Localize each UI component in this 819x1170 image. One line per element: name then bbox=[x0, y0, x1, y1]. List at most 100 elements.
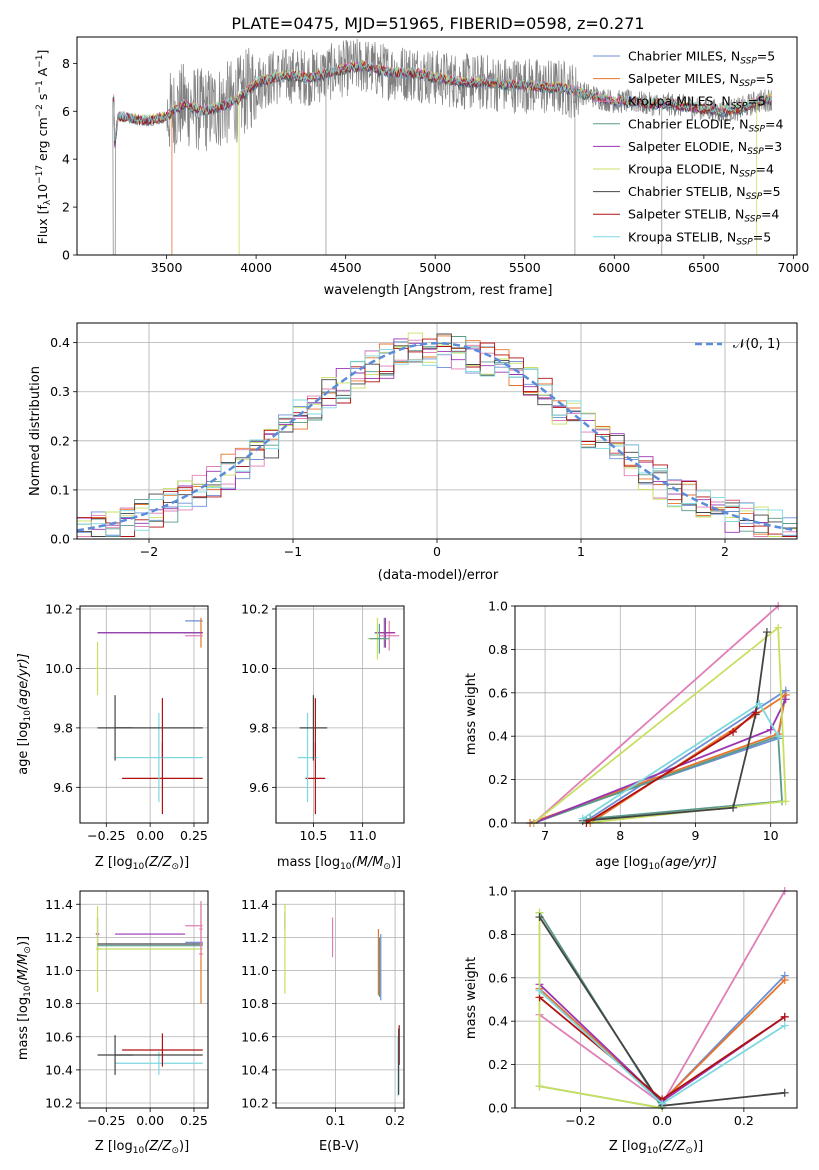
mwage-ytick-label: 0.2 bbox=[488, 772, 508, 787]
residuals-ytick-label: 0.3 bbox=[50, 384, 70, 399]
residuals-xtick-label: −2 bbox=[140, 544, 158, 559]
agez-ytick-label: 10.2 bbox=[45, 601, 73, 616]
massweight-vs-z-xlabel: Z [log10(Z/Z⊙)] bbox=[609, 1139, 703, 1156]
mass-vs-z-ylabel: mass [log10(M/M⊙)] bbox=[16, 936, 33, 1060]
spectrum-ytick-label: 2 bbox=[62, 200, 70, 215]
agemass-xtick-label: 11.0 bbox=[349, 828, 377, 843]
mwage-xtick-label: 8 bbox=[616, 828, 624, 843]
legend-label-salpeter_stelib: Salpeter STELIB, NSSP=4 bbox=[628, 207, 779, 225]
mwz-marker-chabrier_stelib bbox=[780, 1088, 789, 1097]
spectrum-ylabel: Flux [fλ10−17 erg cm−2 s−1 A−1] bbox=[35, 50, 53, 245]
mwage-line-kroupa_elodie bbox=[533, 625, 787, 824]
massz-ytick-label: 10.6 bbox=[45, 1029, 73, 1044]
massebv-frame bbox=[275, 890, 405, 1109]
massebv-xtick-label: 0.2 bbox=[385, 1113, 405, 1128]
agemass-ytick-label: 10.0 bbox=[241, 661, 269, 676]
mwz-ytick-label: 1.0 bbox=[488, 884, 508, 899]
mwage-xtick-label: 10 bbox=[763, 828, 779, 843]
age-vs-z-panel: −0.25 0.00 0.25 9.6 9.8 10.0 10.2 bbox=[45, 601, 209, 843]
agez-xtick-label: −0.25 bbox=[87, 828, 125, 843]
mwage-marker-salpeter_stelib bbox=[729, 727, 738, 736]
legend-label-kroupa_miles: Kroupa MILES, NSSP=5 bbox=[628, 94, 766, 112]
agez-xtick-label: 0.00 bbox=[136, 828, 164, 843]
mwz-marker-kroupa_stelib bbox=[535, 986, 544, 995]
massebv-ytick-label: 10.6 bbox=[241, 1029, 269, 1044]
mwage-ytick-label: 0.8 bbox=[488, 642, 508, 657]
massz-ytick-label: 10.4 bbox=[45, 1062, 73, 1077]
spectrum-xtick-label: 4500 bbox=[330, 260, 362, 275]
massz-frame bbox=[79, 890, 209, 1109]
mwz-marker-kroupa_elodie bbox=[535, 1082, 544, 1091]
mwage-ytick-label: 0.0 bbox=[488, 816, 508, 831]
mwage-frame bbox=[514, 605, 798, 824]
mwage-marker-kroupa_stelib bbox=[774, 732, 783, 741]
agez-xtick-label: 0.25 bbox=[180, 828, 208, 843]
residuals-xtick-label: 1 bbox=[577, 544, 585, 559]
agez-ytick-label: 10.0 bbox=[45, 661, 73, 676]
mwage-marker-salpeter_elodie bbox=[781, 695, 790, 704]
residuals-ytick-label: 0.0 bbox=[50, 532, 70, 547]
residuals-ytick-label: 0.2 bbox=[50, 433, 70, 448]
mwz-ytick-label: 0.6 bbox=[488, 970, 508, 985]
spectrum-xtick-label: 6000 bbox=[598, 260, 630, 275]
residual-histogram-kroupa_stelib bbox=[77, 348, 797, 537]
massweight-vs-age-xlabel: age [log10(age/yr)] bbox=[595, 855, 717, 872]
massz-ytick-label: 10.2 bbox=[45, 1096, 73, 1111]
spectrum-legend: Chabrier MILES, NSSP=5 Salpeter MILES, NS… bbox=[593, 49, 783, 247]
massz-xtick-label: 0.00 bbox=[136, 1113, 164, 1128]
legend-label-chabrier_elodie: Chabrier ELODIE, NSSP=4 bbox=[628, 116, 783, 134]
mwage-marker-kroupa_stelib bbox=[578, 814, 587, 823]
mwz-marker-kroupa_stelib bbox=[780, 1021, 789, 1030]
spectrum-xtick-label: 4000 bbox=[240, 260, 272, 275]
agemass-frame bbox=[275, 605, 405, 824]
mwage-xtick-label: 9 bbox=[692, 828, 700, 843]
residuals-ylabel: Normed distribution bbox=[28, 366, 43, 496]
residuals-ytick-label: 0.4 bbox=[50, 335, 70, 350]
massz-ytick-label: 10.8 bbox=[45, 996, 73, 1011]
legend-label-kroupa_elodie: Kroupa ELODIE, NSSP=4 bbox=[628, 162, 774, 180]
massebv-xtick-label: 0.1 bbox=[326, 1113, 346, 1128]
mwage-line-kroupa_miles bbox=[533, 605, 779, 824]
mwz-ytick-label: 0.0 bbox=[488, 1101, 508, 1116]
mwz-marker-kroupa_stelib bbox=[658, 1099, 667, 1108]
massz-ytick-label: 11.2 bbox=[45, 930, 73, 945]
agemass-ytick-label: 9.8 bbox=[249, 720, 269, 735]
mass-vs-ebv-xlabel: E(B-V) bbox=[319, 1139, 359, 1154]
agez-ytick-label: 9.6 bbox=[53, 780, 73, 795]
massz-ytick-label: 11.4 bbox=[45, 897, 73, 912]
age-vs-z-xlabel: Z [log10(Z/Z⊙)] bbox=[95, 855, 189, 872]
spectrum-ytick-label: 0 bbox=[62, 248, 70, 263]
mwage-marker-kroupa_elodie bbox=[774, 623, 783, 632]
normal-legend-label: 𝒩(0, 1) bbox=[733, 337, 780, 352]
normal-curve bbox=[77, 341, 797, 532]
mwz-xtick-label: 0.0 bbox=[652, 1113, 672, 1128]
massebv-ytick-label: 10.4 bbox=[241, 1062, 269, 1077]
mass-vs-z-xlabel: Z [log10(Z/Z⊙)] bbox=[95, 1139, 189, 1156]
mwage-marker-salpeter_stelib bbox=[751, 708, 760, 717]
agemass-xtick-label: 10.5 bbox=[299, 828, 327, 843]
residuals-panel: −2 −1 0 1 2 0.0 0.1 0.2 0.3 0.4 bbox=[50, 322, 798, 559]
massebv-ytick-label: 11.2 bbox=[241, 930, 269, 945]
massz-xtick-label: 0.25 bbox=[180, 1113, 208, 1128]
mwage-line-chabrier_stelib bbox=[582, 631, 768, 822]
legend-label-salpeter_miles: Salpeter MILES, NSSP=5 bbox=[628, 71, 774, 89]
massebv-ytick-label: 11.4 bbox=[241, 897, 269, 912]
massweight-vs-z-panel: −0.2 0.0 0.2 0.0 0.2 0.4 0.6 0.8 1.0 bbox=[488, 884, 798, 1128]
massz-xtick-label: −0.25 bbox=[87, 1113, 125, 1128]
age-vs-mass-panel: 10.5 11.0 9.6 9.8 10.0 10.2 bbox=[241, 601, 405, 843]
massebv-ytick-label: 10.8 bbox=[241, 996, 269, 1011]
mwz-frame bbox=[514, 890, 798, 1109]
spectrum-frame bbox=[76, 36, 798, 256]
figure-title: PLATE=0475, MJD=51965, FIBERID=0598, z=0… bbox=[231, 14, 644, 33]
massweight-vs-z-ylabel: mass weight bbox=[464, 957, 479, 1039]
spectrum-ytick-label: 8 bbox=[62, 56, 70, 71]
spectrum-panel: 3500 4000 4500 5000 5500 6000 6500 7000 0 2 4 6 8 bbox=[62, 36, 809, 275]
massweight-vs-age-ylabel: mass weight bbox=[464, 673, 479, 755]
mwage-marker-salpeter_elodie bbox=[766, 725, 775, 734]
mass-vs-ebv-panel: 0.1 0.2 10.2 10.4 10.6 10.8 11.0 11.2 11.4 bbox=[241, 890, 405, 1128]
legend-label-salpeter_elodie: Salpeter ELODIE, NSSP=3 bbox=[628, 139, 782, 157]
age-vs-mass-xlabel: mass [log10(M/M⊙)] bbox=[277, 855, 401, 872]
mwage-marker-chabrier_stelib bbox=[762, 628, 771, 637]
mwz-xtick-label: −0.2 bbox=[565, 1113, 595, 1128]
spectrum-xtick-label: 3500 bbox=[151, 260, 183, 275]
